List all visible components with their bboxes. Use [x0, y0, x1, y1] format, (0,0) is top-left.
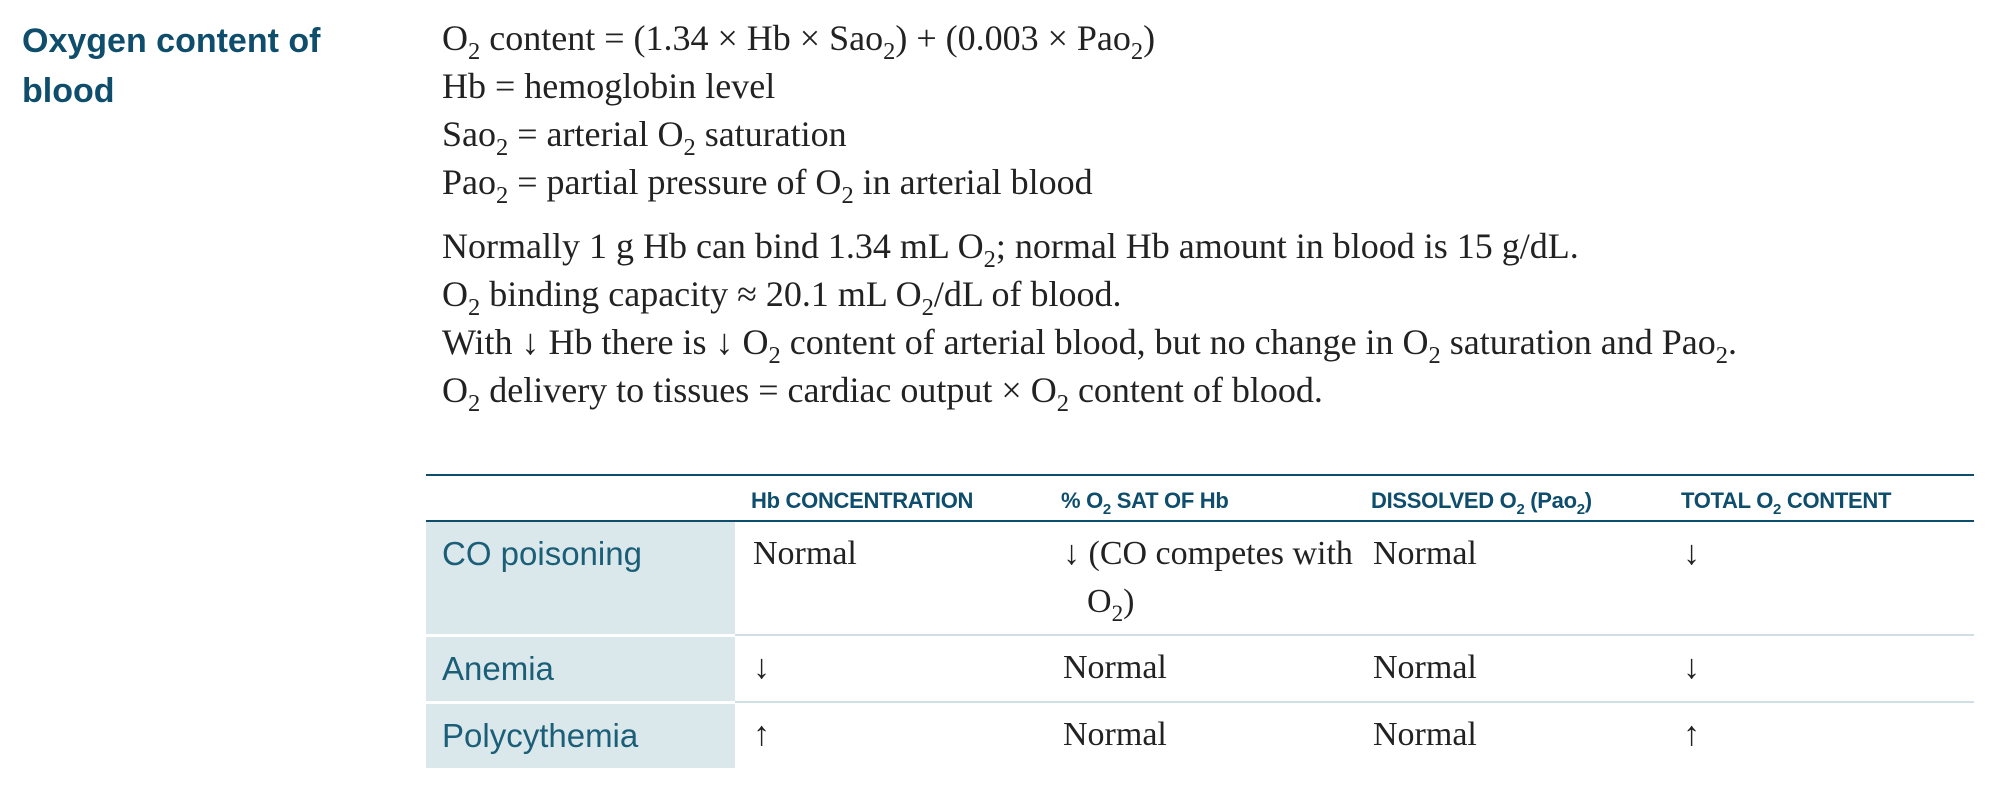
row-label: CO poisoning [426, 521, 735, 637]
formula-line: O2 content = (1.34 × Hb × Sao2) + (0.003… [442, 18, 1156, 66]
subscript: 2 [768, 342, 781, 370]
content-column: O2 content = (1.34 × Hb × Sao2) + (0.003… [442, 14, 1962, 430]
subscript: 2 [496, 182, 509, 210]
definition-line: Sao2 = arterial O2 saturation [442, 114, 847, 162]
comparison-table: Hb CONCENTRATION % O2 SAT OF Hb DISSOLVE… [426, 474, 1974, 768]
note-line: O2 binding capacity ≈ 20.1 mL O2/dL of b… [442, 274, 1122, 322]
subscript: 2 [683, 134, 696, 162]
cell-dissolved-o2: Normal [1355, 635, 1665, 703]
note-line: With ↓ Hb there is ↓ O2 content of arter… [442, 322, 1737, 370]
note-line: Normally 1 g Hb can bind 1.34 mL O2; nor… [442, 226, 1579, 274]
subscript: 2 [983, 246, 996, 274]
cell-o2-saturation: ↓ (CO competes with O2) [1045, 521, 1355, 636]
row-label: Anemia [426, 635, 735, 704]
subscript: 2 [1773, 500, 1782, 518]
header-o2-saturation: % O2 SAT OF Hb [1045, 474, 1355, 522]
subscript: 2 [1111, 600, 1124, 627]
header-dissolved-o2: DISSOLVED O2 (Pao2) [1355, 474, 1665, 522]
subscript: 2 [496, 134, 509, 162]
cell-hb-concentration: Normal [735, 521, 1045, 636]
cell-dissolved-o2: Normal [1355, 521, 1665, 636]
subscript: 2 [1056, 390, 1069, 418]
definition-line: Hb = hemoglobin level [442, 66, 776, 106]
cell-o2-saturation: Normal [1045, 635, 1355, 703]
subscript: 2 [1516, 500, 1525, 518]
definitions-block: O2 content = (1.34 × Hb × Sao2) + (0.003… [442, 14, 1962, 210]
table-row: Anemia ↓ Normal Normal ↓ [426, 635, 1974, 704]
subscript: 2 [1102, 500, 1111, 518]
cell-total-o2-content: ↑ [1683, 716, 1700, 753]
header-corner [426, 474, 735, 522]
cell-hb-concentration: ↑ [753, 716, 770, 753]
cell-hb-concentration: ↓ [735, 635, 1045, 703]
definition-line: Pao2 = partial pressure of O2 in arteria… [442, 162, 1093, 210]
comparison-table-wrap: Hb CONCENTRATION % O2 SAT OF Hb DISSOLVE… [426, 474, 1974, 768]
cell-total-o2-content: ↓ [1665, 521, 1974, 636]
table-row: Polycythemia ↑ Normal Normal ↑ [426, 702, 1974, 768]
subscript: 2 [841, 182, 854, 210]
note-line: O2 delivery to tissues = cardiac output … [442, 370, 1323, 418]
subscript: 2 [1576, 500, 1585, 518]
table-header-row: Hb CONCENTRATION % O2 SAT OF Hb DISSOLVE… [426, 474, 1974, 522]
header-hb-concentration: Hb CONCENTRATION [735, 474, 1045, 522]
cell-dissolved-o2: Normal [1373, 716, 1477, 753]
subscript: 2 [468, 294, 481, 322]
subscript: 2 [1715, 342, 1728, 370]
cell-o2-saturation: Normal [1063, 716, 1167, 753]
cell-total-o2-content: ↓ [1665, 635, 1974, 703]
table-row: CO poisoning Normal ↓ (CO competes with … [426, 521, 1974, 637]
subscript: 2 [468, 390, 481, 418]
row-label: Polycythemia [426, 702, 735, 768]
header-total-o2-content: TOTAL O2 CONTENT [1665, 474, 1974, 522]
section-heading: Oxygen content of blood [22, 22, 321, 110]
subscript: 2 [1428, 342, 1441, 370]
subscript: 2 [1130, 38, 1144, 66]
subscript: 2 [921, 294, 934, 322]
subscript: 2 [468, 38, 481, 66]
notes-block: Normally 1 g Hb can bind 1.34 mL O2; nor… [442, 222, 1962, 418]
subscript: 2 [883, 38, 896, 66]
cell-text: ↓ (CO competes with O2) [1063, 535, 1353, 627]
